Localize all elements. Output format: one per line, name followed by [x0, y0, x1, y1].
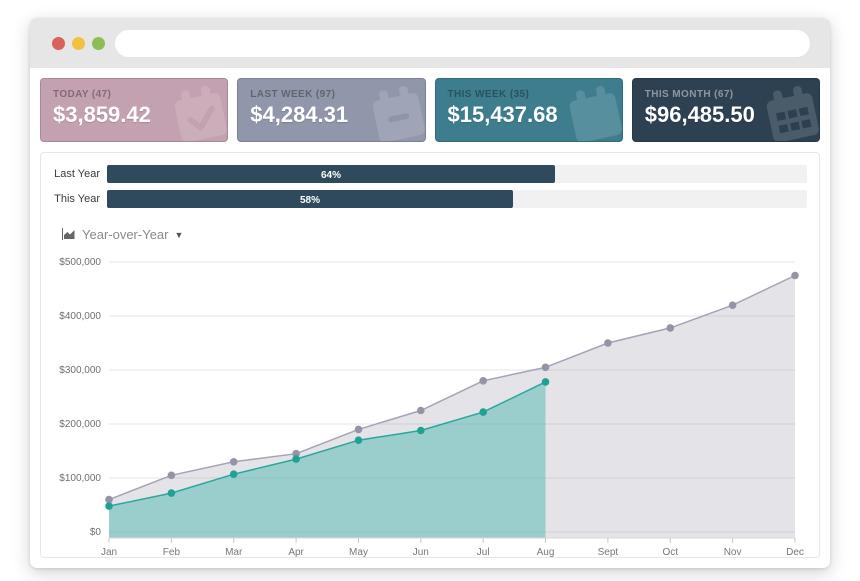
stat-card-this-month: THIS MONTH (67) $96,485.50: [631, 78, 820, 142]
svg-text:Aug: Aug: [537, 547, 555, 558]
calendar-icon: [569, 86, 622, 141]
svg-text:Apr: Apr: [288, 547, 304, 558]
svg-text:Mar: Mar: [225, 547, 243, 558]
calendar-minus-icon: [372, 86, 425, 141]
chevron-down-icon: ▼: [174, 229, 184, 240]
svg-text:$500,000: $500,000: [59, 257, 101, 268]
chart-panel: Last Year 64% This Year 58%: [40, 152, 820, 558]
close-button[interactable]: [52, 37, 65, 50]
chart-type-label: Year-over-Year: [82, 227, 169, 242]
stat-card-this-week: THIS WEEK (35) $15,437.68: [434, 78, 623, 142]
yoy-chart: $0 $100,000 $200,000 $300,000 $400,000 $500,0…: [59, 257, 804, 558]
svg-text:Feb: Feb: [163, 547, 181, 558]
progress-fill: 58%: [107, 190, 513, 208]
stat-card-today: TODAY (47) $3,859.42: [40, 78, 229, 142]
stat-card-label: THIS WEEK (35): [447, 89, 530, 100]
chart-type-dropdown[interactable]: Year-over-Year ▼: [61, 227, 183, 242]
stat-card-value: $3,859.42: [53, 102, 151, 127]
url-input[interactable]: [115, 30, 810, 57]
area-chart-icon: [62, 228, 75, 240]
stat-card-last-week: LAST WEEK (97) $4,284.31: [237, 78, 426, 142]
svg-text:Jun: Jun: [413, 547, 429, 558]
zoom-button[interactable]: [92, 37, 105, 50]
progress-fill: 64%: [107, 165, 555, 183]
progress-row-this-year: This Year 58%: [53, 190, 807, 208]
stat-card-label: THIS MONTH (67): [644, 89, 734, 100]
progress-percent: 64%: [320, 170, 341, 181]
svg-text:$0: $0: [90, 527, 102, 538]
progress-track: 64%: [107, 165, 807, 183]
dashboard-content: TODAY (47) $3,859.42 LAST WEEK (97) $4,2…: [30, 68, 830, 568]
stat-cards-row: TODAY (47) $3,859.42 LAST WEEK (97) $4,2…: [40, 78, 820, 142]
svg-text:$400,000: $400,000: [59, 311, 101, 322]
stat-card-value: $15,437.68: [447, 102, 558, 127]
progress-percent: 58%: [299, 195, 320, 206]
minimize-button[interactable]: [72, 37, 85, 50]
calendar-check-icon: [174, 86, 228, 141]
svg-text:May: May: [349, 547, 368, 558]
window-controls: [52, 37, 105, 50]
stat-card-label: LAST WEEK (97): [250, 89, 336, 100]
svg-text:Dec: Dec: [786, 547, 804, 558]
progress-label: This Year: [54, 193, 100, 205]
calendar-grid-icon: [766, 86, 819, 141]
stat-card-value: $96,485.50: [644, 102, 755, 127]
browser-window: TODAY (47) $3,859.42 LAST WEEK (97) $4,2…: [30, 18, 830, 568]
svg-text:$100,000: $100,000: [59, 473, 101, 484]
svg-text:Oct: Oct: [663, 547, 679, 558]
svg-text:$200,000: $200,000: [59, 419, 101, 430]
svg-text:Sept: Sept: [598, 547, 619, 558]
progress-row-last-year: Last Year 64%: [53, 165, 807, 183]
browser-chrome-bar: [30, 18, 830, 68]
stat-card-label: TODAY (47): [53, 89, 112, 100]
svg-text:Jan: Jan: [101, 547, 117, 558]
progress-label: Last Year: [54, 168, 100, 180]
svg-text:Jul: Jul: [477, 547, 490, 558]
svg-text:$300,000: $300,000: [59, 365, 101, 376]
stat-card-value: $4,284.31: [250, 102, 349, 127]
progress-track: 58%: [107, 190, 807, 208]
svg-text:Nov: Nov: [724, 547, 742, 558]
